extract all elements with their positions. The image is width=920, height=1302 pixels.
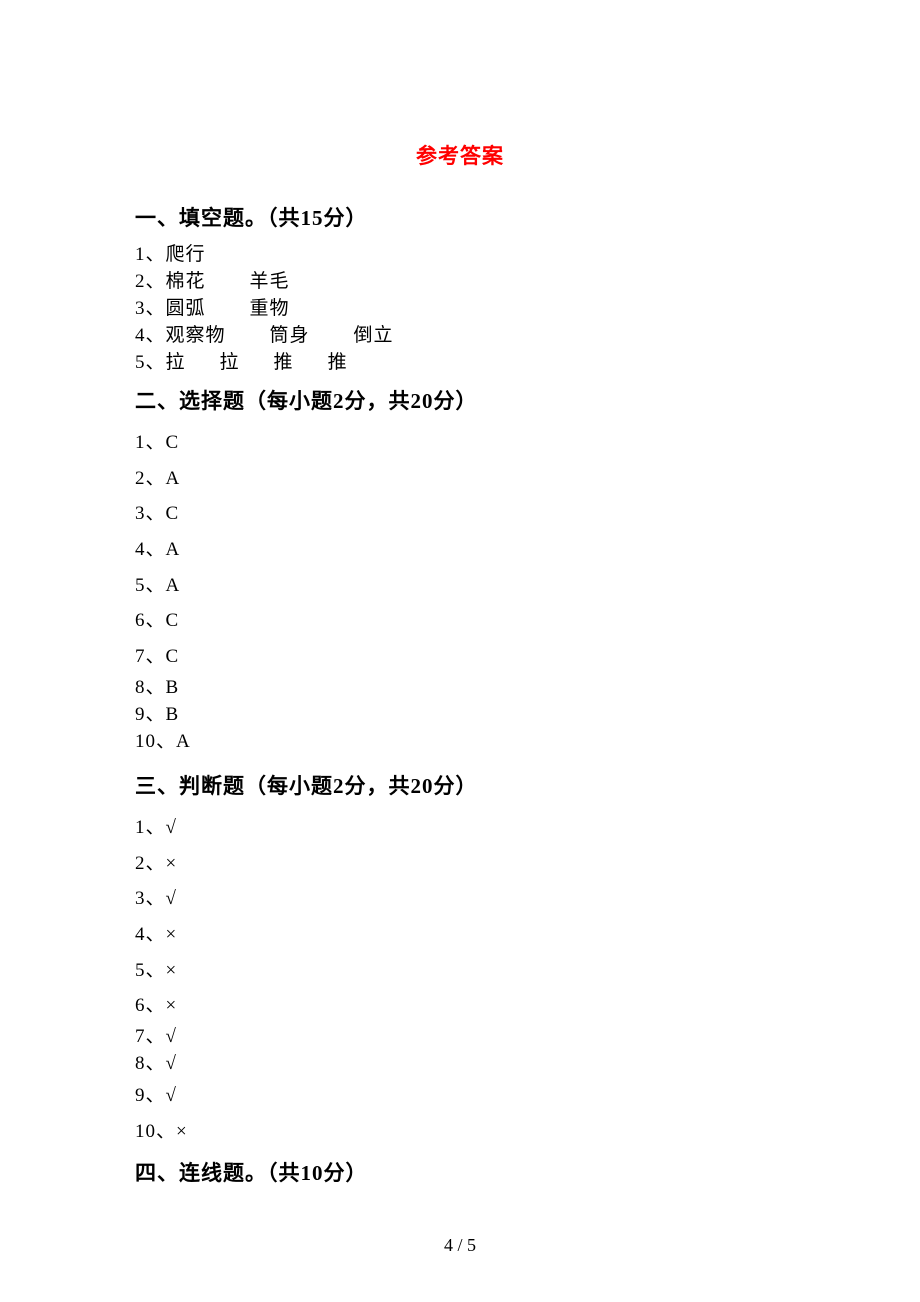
answer-number: 1、 — [135, 244, 166, 265]
judge-answer-3: 3、√ — [135, 881, 785, 917]
answer-part: 倒立 — [354, 325, 394, 346]
answer-part: 推 — [328, 352, 348, 373]
answer-part: 圆弧 — [166, 298, 206, 319]
answer-number: 5、 — [135, 352, 166, 373]
answer-part: 筒身 — [270, 325, 310, 346]
page-number: 4 / 5 — [0, 1235, 920, 1256]
choice-answer-5: 5、A — [135, 568, 785, 604]
choice-answer-7: 7、C — [135, 639, 785, 675]
fill-answer-4: 4、观察物 筒身 倒立 — [135, 323, 785, 350]
fill-answer-5: 5、拉拉推推 — [135, 350, 785, 377]
section-4-heading: 四、连线题。（共10分） — [135, 1157, 785, 1187]
choice-answer-10: 10、A — [135, 729, 785, 756]
section-2-heading: 二、选择题（每小题2分，共20分） — [135, 385, 785, 415]
answer-number: 3、 — [135, 298, 166, 319]
choice-answer-6: 6、C — [135, 603, 785, 639]
judge-answer-10: 10、× — [135, 1114, 785, 1150]
answer-number: 2、 — [135, 271, 166, 292]
choice-answer-9: 9、B — [135, 702, 785, 729]
choice-answer-4: 4、A — [135, 532, 785, 568]
judge-answer-2: 2、× — [135, 846, 785, 882]
answer-part: 推 — [274, 352, 294, 373]
answer-part: 拉 — [166, 352, 186, 373]
answer-part: 羊毛 — [250, 271, 290, 292]
answer-part: 拉 — [220, 352, 240, 373]
choice-answer-2: 2、A — [135, 461, 785, 497]
answer-part: 棉花 — [166, 271, 206, 292]
fill-answer-2: 2、棉花 羊毛 — [135, 269, 785, 296]
section-3-heading: 三、判断题（每小题2分，共20分） — [135, 770, 785, 800]
judge-answer-5: 5、× — [135, 953, 785, 989]
answer-part: 爬行 — [166, 244, 206, 265]
choice-answer-1: 1、C — [135, 425, 785, 461]
judge-answer-6: 6、× — [135, 988, 785, 1024]
fill-answer-1: 1、爬行 — [135, 242, 785, 269]
choice-answer-8: 8、B — [135, 675, 785, 702]
answer-part: 观察物 — [166, 325, 226, 346]
judge-answer-9: 9、√ — [135, 1078, 785, 1114]
fill-answer-3: 3、圆弧 重物 — [135, 296, 785, 323]
answer-number: 4、 — [135, 325, 166, 346]
page-content: 参考答案 一、填空题。（共15分） 1、爬行 2、棉花 羊毛 3、圆弧 重物 4、观… — [0, 0, 920, 1187]
judge-answer-4: 4、× — [135, 917, 785, 953]
judge-answer-8: 8、√ — [135, 1051, 785, 1078]
section-1-heading: 一、填空题。（共15分） — [135, 202, 785, 232]
choice-answer-3: 3、C — [135, 496, 785, 532]
judge-answer-7: 7、√ — [135, 1024, 785, 1051]
judge-answer-1: 1、√ — [135, 810, 785, 846]
answer-part: 重物 — [250, 298, 290, 319]
document-title: 参考答案 — [135, 140, 785, 170]
